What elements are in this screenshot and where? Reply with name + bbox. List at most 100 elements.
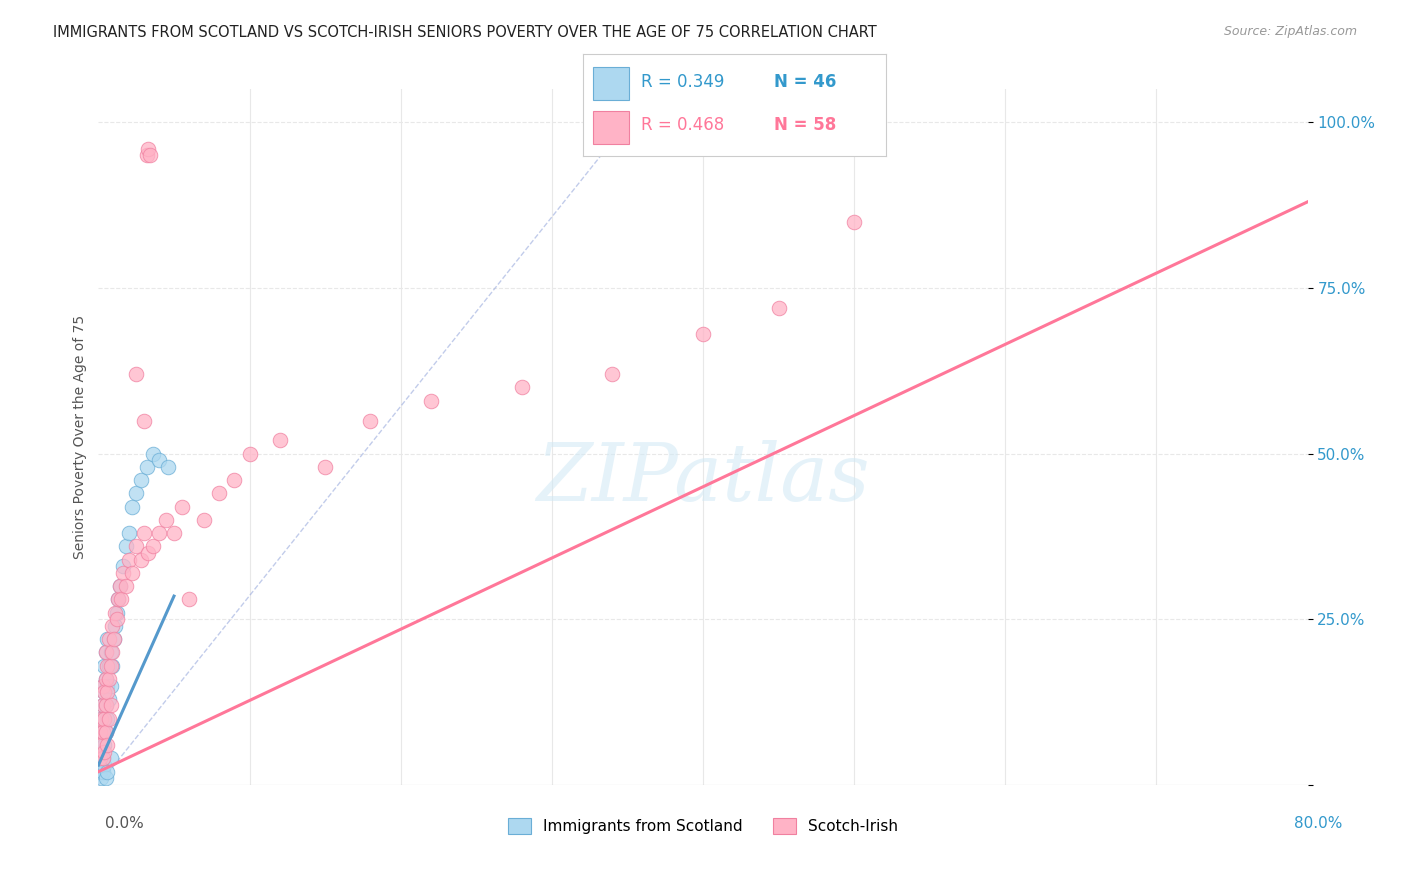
Point bbox=[269, 434, 291, 448]
Point bbox=[108, 579, 131, 593]
Point bbox=[692, 327, 714, 342]
Point bbox=[91, 764, 114, 779]
Point bbox=[90, 738, 112, 752]
Point bbox=[110, 592, 132, 607]
Legend: Immigrants from Scotland, Scotch-Irish: Immigrants from Scotland, Scotch-Irish bbox=[502, 812, 904, 840]
Bar bbox=[592, 67, 628, 100]
Point bbox=[114, 579, 136, 593]
Point bbox=[90, 712, 112, 726]
Point bbox=[510, 380, 533, 394]
Point bbox=[107, 592, 129, 607]
Text: IMMIGRANTS FROM SCOTLAND VS SCOTCH-IRISH SENIORS POVERTY OVER THE AGE OF 75 CORR: IMMIGRANTS FROM SCOTLAND VS SCOTCH-IRISH… bbox=[53, 25, 877, 40]
Point bbox=[179, 592, 201, 607]
Point bbox=[136, 142, 159, 156]
Point bbox=[142, 447, 165, 461]
Point bbox=[142, 540, 165, 554]
Point bbox=[224, 473, 246, 487]
Point bbox=[118, 526, 141, 541]
Point bbox=[89, 764, 111, 779]
Point bbox=[94, 672, 117, 686]
Text: R = 0.468: R = 0.468 bbox=[641, 116, 724, 135]
Point bbox=[91, 751, 114, 765]
Point bbox=[94, 698, 117, 713]
Point bbox=[93, 745, 115, 759]
Point bbox=[844, 215, 866, 229]
Point bbox=[90, 772, 112, 786]
Text: ZIPatlas: ZIPatlas bbox=[536, 440, 870, 517]
Point bbox=[94, 725, 117, 739]
Point bbox=[105, 612, 128, 626]
Point bbox=[91, 698, 114, 713]
Point bbox=[111, 566, 134, 580]
Point bbox=[602, 367, 624, 381]
Point bbox=[89, 745, 111, 759]
Point bbox=[156, 459, 179, 474]
Point bbox=[98, 691, 121, 706]
Y-axis label: Seniors Poverty Over the Age of 75: Seniors Poverty Over the Age of 75 bbox=[73, 315, 87, 559]
Point bbox=[125, 540, 148, 554]
Point bbox=[193, 513, 215, 527]
Point bbox=[96, 685, 118, 699]
Text: N = 58: N = 58 bbox=[773, 116, 837, 135]
Point bbox=[94, 645, 117, 659]
Point bbox=[118, 552, 141, 566]
Point bbox=[148, 526, 170, 541]
Point bbox=[98, 632, 121, 647]
Point bbox=[121, 500, 143, 514]
Point bbox=[98, 672, 121, 686]
Text: R = 0.349: R = 0.349 bbox=[641, 73, 724, 91]
Point bbox=[111, 559, 134, 574]
Point bbox=[96, 738, 118, 752]
Point bbox=[93, 712, 115, 726]
Point bbox=[94, 698, 117, 713]
Point bbox=[96, 712, 118, 726]
Point bbox=[129, 552, 152, 566]
Point bbox=[107, 592, 129, 607]
Point bbox=[100, 658, 122, 673]
Point bbox=[94, 672, 117, 686]
Point bbox=[239, 447, 262, 461]
Point bbox=[148, 453, 170, 467]
Point bbox=[96, 679, 118, 693]
Text: 0.0%: 0.0% bbox=[105, 816, 145, 831]
Point bbox=[91, 725, 114, 739]
Text: N = 46: N = 46 bbox=[773, 73, 837, 91]
Point bbox=[103, 632, 125, 647]
Point bbox=[360, 413, 382, 427]
Point bbox=[208, 486, 231, 500]
Point bbox=[93, 658, 115, 673]
Point bbox=[136, 546, 159, 560]
Point bbox=[155, 513, 177, 527]
Point bbox=[125, 486, 148, 500]
Point bbox=[91, 751, 114, 765]
Bar bbox=[592, 111, 628, 144]
Point bbox=[104, 606, 127, 620]
Point bbox=[100, 645, 122, 659]
Point bbox=[96, 632, 118, 647]
Point bbox=[132, 526, 155, 541]
Point bbox=[103, 632, 125, 647]
Point bbox=[100, 679, 122, 693]
Point bbox=[93, 712, 115, 726]
Point bbox=[170, 500, 193, 514]
Point bbox=[768, 301, 790, 315]
Point bbox=[101, 645, 124, 659]
Point bbox=[114, 540, 136, 554]
Text: 80.0%: 80.0% bbox=[1295, 816, 1343, 831]
Point bbox=[91, 679, 114, 693]
Point bbox=[163, 526, 186, 541]
Text: Source: ZipAtlas.com: Source: ZipAtlas.com bbox=[1223, 25, 1357, 38]
Point bbox=[91, 725, 114, 739]
Point bbox=[93, 685, 115, 699]
Point bbox=[98, 658, 121, 673]
Point bbox=[100, 751, 122, 765]
Point bbox=[94, 772, 117, 786]
Point bbox=[93, 685, 115, 699]
Point bbox=[104, 619, 127, 633]
Point bbox=[93, 758, 115, 772]
Point bbox=[135, 148, 157, 162]
Point bbox=[91, 698, 114, 713]
Point bbox=[94, 725, 117, 739]
Point bbox=[121, 566, 143, 580]
Point bbox=[105, 606, 128, 620]
